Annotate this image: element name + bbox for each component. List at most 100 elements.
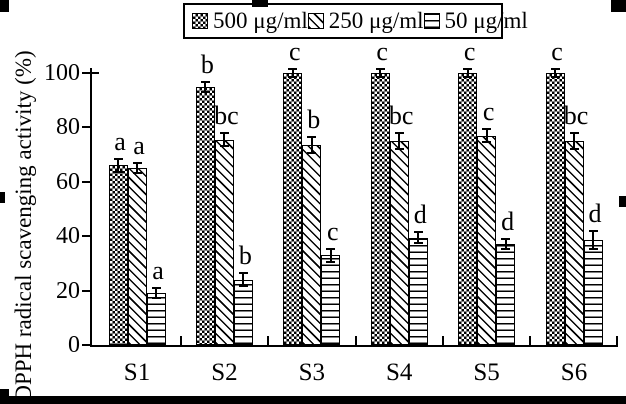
significance-letter: b bbox=[238, 241, 252, 271]
y-tick bbox=[82, 235, 90, 238]
error-bar-cap bbox=[151, 287, 161, 290]
error-bar-cap bbox=[550, 75, 560, 78]
y-tick bbox=[82, 289, 90, 292]
error-bar-cap bbox=[550, 68, 560, 71]
scan-artifact bbox=[611, 0, 626, 12]
error-bar-cap bbox=[413, 231, 423, 234]
error-bar-cap bbox=[482, 128, 492, 131]
error-bar-cap bbox=[307, 151, 317, 154]
legend-label: 250 μg/ml bbox=[328, 8, 424, 33]
error-bar-cap bbox=[588, 248, 598, 251]
error-bar-cap bbox=[569, 147, 579, 150]
error-bar-cap bbox=[501, 248, 511, 251]
legend-item-250: 250 μg/ml bbox=[307, 8, 424, 34]
error-bar bbox=[379, 70, 382, 76]
error-bar bbox=[398, 134, 401, 148]
y-tick-label: 80 bbox=[56, 114, 80, 141]
error-bar-cap bbox=[238, 285, 248, 288]
error-bar-cap bbox=[113, 170, 123, 173]
bar-S6-250 bbox=[564, 141, 584, 345]
error-bar bbox=[466, 70, 469, 76]
error-bar-cap bbox=[113, 158, 123, 161]
significance-letter: b bbox=[307, 105, 321, 135]
scan-artifact bbox=[252, 0, 268, 7]
significance-letter: a bbox=[152, 256, 164, 286]
error-bar-cap bbox=[375, 75, 385, 78]
y-tick-label: 40 bbox=[56, 223, 80, 250]
x-category-label: S5 bbox=[473, 359, 500, 386]
error-bar bbox=[554, 70, 556, 76]
error-bar-cap bbox=[463, 68, 473, 71]
bar-S3-250 bbox=[302, 145, 322, 345]
x-tick bbox=[441, 336, 444, 345]
error-bar bbox=[136, 164, 138, 173]
error-bar bbox=[485, 130, 488, 141]
error-bar-cap bbox=[132, 162, 142, 165]
error-bar-cap bbox=[326, 260, 336, 263]
error-bar-cap bbox=[482, 141, 492, 143]
error-bar bbox=[504, 240, 507, 249]
y-tick bbox=[82, 126, 90, 129]
legend-label: 500 μg/ml bbox=[213, 8, 308, 33]
error-bar-cap bbox=[288, 75, 298, 78]
error-bar-cap bbox=[132, 172, 142, 175]
y-tick-label: 100 bbox=[44, 60, 80, 86]
x-tick bbox=[179, 336, 182, 345]
y-tick bbox=[82, 180, 90, 183]
legend-label: 50 μg/ml bbox=[444, 8, 528, 33]
bar-S4-250 bbox=[389, 141, 409, 345]
legend-swatch-horizontal-lines bbox=[423, 13, 440, 29]
x-axis-end-tick bbox=[616, 336, 618, 345]
error-bar bbox=[204, 82, 207, 91]
figure-bottom-border bbox=[0, 396, 626, 404]
error-bar bbox=[310, 138, 313, 152]
significance-letter: a bbox=[114, 127, 126, 157]
legend-item-50: 50 μg/ml bbox=[423, 8, 528, 34]
error-bar bbox=[291, 70, 294, 76]
significance-letter: c bbox=[376, 37, 388, 67]
legend-item-500: 500 μg/ml bbox=[192, 8, 308, 34]
significance-letter: d bbox=[588, 199, 602, 229]
legend: 500 μg/ml 250 μg/ml 50 μg/ml bbox=[183, 3, 528, 39]
error-bar bbox=[417, 233, 420, 242]
x-tick bbox=[529, 336, 532, 345]
significance-letter: c bbox=[327, 216, 339, 246]
error-bar-cap bbox=[569, 132, 579, 135]
y-tick-label: 20 bbox=[56, 277, 80, 304]
y-tick-label: 60 bbox=[56, 168, 80, 195]
plot-area: a a a b bc b c b c c bc d c c d c bc d bbox=[82, 39, 618, 347]
error-bar-cap bbox=[200, 80, 210, 83]
error-bar-cap bbox=[200, 90, 210, 93]
y-tick bbox=[82, 344, 90, 346]
bar-S3-50 bbox=[321, 255, 341, 345]
error-bar bbox=[592, 232, 594, 249]
x-category-label: S3 bbox=[298, 359, 325, 386]
significance-letter: a bbox=[133, 131, 145, 161]
error-bar-cap bbox=[307, 136, 317, 139]
significance-letter: bc bbox=[563, 101, 589, 131]
y-axis-top-tick bbox=[90, 72, 99, 74]
scan-artifact bbox=[0, 192, 5, 203]
error-bar bbox=[117, 160, 119, 171]
significance-letter: d bbox=[501, 207, 515, 237]
x-category-label: S2 bbox=[211, 359, 238, 386]
bar-S5-50 bbox=[496, 244, 516, 345]
legend-swatch-checkerboard bbox=[192, 13, 208, 29]
error-bar-cap bbox=[501, 238, 511, 241]
significance-letter: b bbox=[200, 49, 214, 79]
bar-S2-50 bbox=[233, 279, 253, 345]
significance-letter: c bbox=[289, 37, 301, 67]
significance-letter: d bbox=[413, 200, 427, 230]
bar-S1-250 bbox=[127, 168, 147, 345]
error-bar bbox=[223, 134, 226, 146]
bar-S1-50 bbox=[146, 293, 166, 345]
significance-letter: c bbox=[463, 37, 476, 67]
error-bar-cap bbox=[151, 297, 161, 300]
error-bar-cap bbox=[413, 241, 423, 244]
legend-swatch-diagonal-hatch bbox=[307, 13, 324, 29]
error-bar-cap bbox=[394, 147, 404, 150]
y-tick-label: 0 bbox=[68, 332, 80, 358]
scan-artifact bbox=[0, 389, 9, 399]
x-category-label: S6 bbox=[560, 359, 588, 386]
error-bar-cap bbox=[288, 68, 298, 71]
